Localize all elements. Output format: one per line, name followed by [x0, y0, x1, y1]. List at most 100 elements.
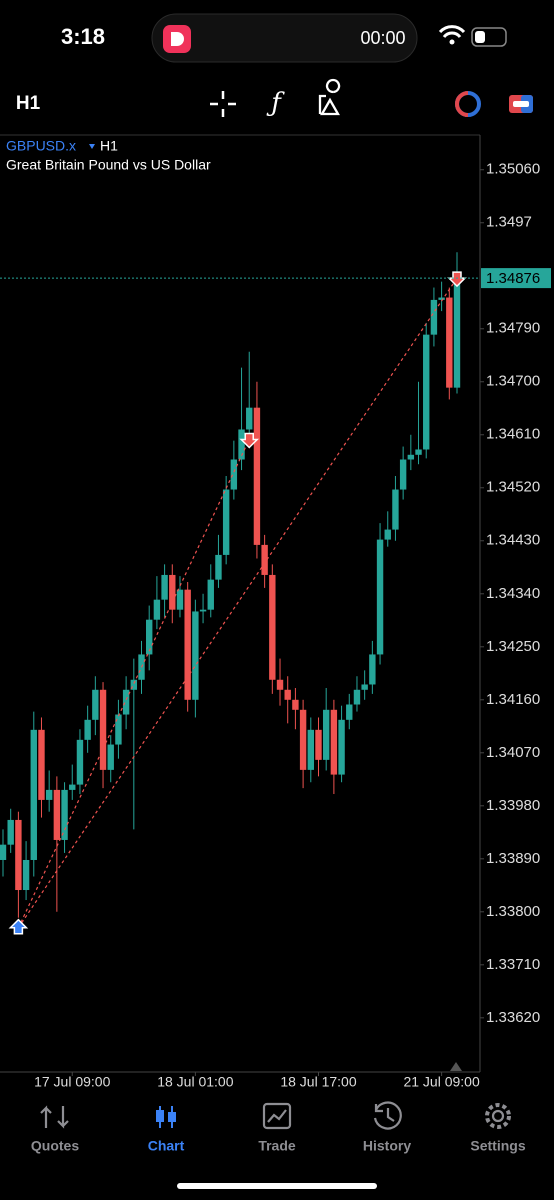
candle-body [307, 729, 314, 770]
y-tick-label: 1.34700 [486, 373, 540, 390]
chart-icon-candle [168, 1112, 176, 1122]
candle-body [330, 709, 338, 775]
y-tick-label: 1.35060 [486, 161, 540, 178]
tab-label[interactable]: Chart [148, 1138, 185, 1154]
trade-tab-line [267, 1109, 287, 1123]
candle-body [76, 739, 84, 785]
y-tick-label: 1.33710 [486, 956, 540, 973]
symbol[interactable]: GBPUSD.x [6, 138, 76, 154]
candle-body [384, 529, 391, 540]
status-time: 3:18 [61, 24, 105, 49]
candle-body [199, 609, 207, 612]
candle-body [7, 819, 14, 845]
candle-body [184, 589, 191, 700]
trade-line [17, 277, 458, 929]
settings-icon [485, 1103, 511, 1129]
y-tick-label: 1.34520 [486, 479, 540, 496]
candle-body [253, 407, 261, 545]
objects-icon[interactable] [318, 78, 341, 116]
candle-body [369, 654, 376, 685]
history-icon [373, 1101, 402, 1130]
battery [471, 27, 507, 47]
candle-body [407, 454, 415, 460]
candle-body [92, 689, 99, 720]
candle-body [130, 679, 138, 690]
candle-body [399, 459, 407, 490]
current-price-label: 1.34876 [486, 270, 540, 287]
one-click-icon-half [455, 91, 469, 117]
tab-label[interactable]: History [363, 1138, 411, 1154]
candle-body [246, 407, 253, 430]
candle-body [446, 297, 453, 388]
candle-body [438, 297, 445, 300]
chart-icon-candle [156, 1110, 164, 1122]
trade-icon-bar [513, 101, 529, 107]
trade-line [17, 439, 250, 928]
quotes-icon [40, 1105, 69, 1129]
candle-body [84, 719, 91, 740]
tab-label[interactable]: Settings [470, 1138, 525, 1154]
candle-body [284, 689, 291, 700]
candle-body [276, 679, 284, 690]
candle-body [261, 544, 268, 575]
candle-body [215, 554, 222, 580]
candle-body [269, 574, 276, 680]
wifi-dot [449, 39, 455, 45]
wifi-icon [438, 25, 466, 39]
scroll-marker [450, 1062, 462, 1071]
candle-body [207, 579, 214, 610]
chart-timeframe: H1 [100, 138, 118, 154]
candle-body [115, 714, 122, 745]
candle-body [107, 744, 114, 770]
symbol-dropdown[interactable] [89, 144, 95, 149]
recorder-glyph [171, 32, 184, 46]
y-tick-label: 1.34250 [486, 638, 540, 655]
candle-body [38, 729, 45, 800]
candle-body [22, 859, 30, 891]
candle-body [415, 449, 422, 455]
y-tick-label: 1.33890 [486, 850, 540, 867]
candle-body [15, 819, 22, 891]
candle-body [322, 709, 330, 760]
candle-body [299, 709, 307, 770]
home-indicator [177, 1183, 377, 1189]
candle-body [0, 844, 7, 860]
tab-label[interactable]: Trade [258, 1138, 296, 1154]
indicators-icon[interactable]: ƒ [266, 88, 285, 118]
candle-body [176, 589, 184, 610]
buy-marker [8, 918, 29, 935]
candle-body [146, 619, 153, 655]
y-tick-label: 1.3497 [486, 214, 532, 231]
toolbar-timeframe[interactable]: H1 [16, 93, 41, 114]
y-tick-label: 1.33620 [486, 1009, 540, 1026]
y-tick-label: 1.34340 [486, 585, 540, 602]
x-tick-label: 21 Jul 09:00 [403, 1074, 479, 1090]
dynamic-island[interactable] [151, 13, 418, 63]
x-tick-label: 18 Jul 17:00 [280, 1074, 356, 1090]
candle-body [69, 784, 76, 790]
sell-marker [239, 432, 260, 449]
crosshair-icon[interactable] [210, 91, 236, 117]
candle-body [222, 489, 230, 555]
candle-body [361, 684, 368, 690]
candle-body [315, 729, 322, 760]
candle-body [392, 489, 399, 530]
y-tick-label: 1.34160 [486, 691, 540, 708]
candle-body [153, 599, 161, 620]
candle-body [161, 574, 168, 600]
candle-body [238, 429, 245, 460]
tab-label[interactable]: Quotes [31, 1138, 79, 1154]
tab-bar: Quotes Chart Trade History Settings [31, 1101, 526, 1154]
candle-body [423, 334, 430, 450]
candle-body [353, 689, 361, 705]
candle-body [122, 689, 130, 715]
candle-body [376, 539, 384, 655]
candle-body [53, 789, 61, 840]
trade-tab-icon [262, 1102, 292, 1130]
settings-icon-center [491, 1109, 505, 1123]
x-tick-label: 18 Jul 01:00 [157, 1074, 233, 1090]
candle-body [346, 704, 353, 720]
